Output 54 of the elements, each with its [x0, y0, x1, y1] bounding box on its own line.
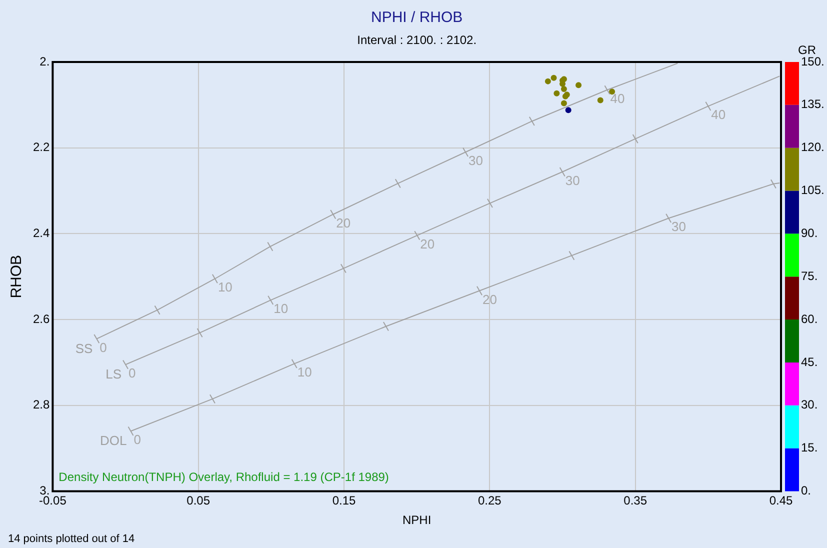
annotation: 10 [297, 364, 312, 380]
annotation: Density Neutron(TNPH) Overlay, Rhofluid = 1.19 (CP-1f 1989) [58, 470, 389, 484]
point [597, 97, 604, 104]
y-tick-label: 2.2 [32, 140, 50, 154]
color-bar-label: 15. [801, 440, 818, 455]
annotation: 20 [336, 215, 351, 230]
annotation: 10 [218, 280, 232, 295]
y-tick-label: 2.6 [32, 312, 50, 326]
x-axis-title: NPHI [402, 513, 432, 528]
annotation: 10 [274, 301, 288, 316]
annotation: 30 [565, 172, 580, 188]
series-label: SS [75, 340, 93, 356]
color-bar-label: 90. [801, 226, 818, 240]
annotation: 40 [711, 107, 726, 122]
x-tick-label: -0.05 [39, 494, 67, 508]
x-tick-label: 0.25 [478, 494, 502, 508]
color-bar-label: 75. [801, 268, 818, 283]
text: 14 points plotted out of 14 [8, 533, 135, 545]
series-label: DOL [100, 433, 127, 448]
point [560, 86, 567, 92]
point [560, 100, 567, 106]
color-bar-label: 30. [801, 398, 818, 412]
point [544, 78, 551, 84]
annotation: 30 [672, 219, 686, 234]
y-tick-label: 2. [40, 54, 50, 68]
color-bar-label: 105. [801, 183, 824, 198]
y-tick-label: 2.8 [32, 398, 50, 412]
color-bar-label: 60. [801, 312, 818, 326]
point [550, 74, 557, 81]
chart-subtitle: Interval : 2100. : 2102. [357, 33, 477, 47]
annotation: 30 [468, 153, 483, 168]
x-tick-label: 0.45 [769, 494, 793, 508]
color-bar-label: 150. [801, 54, 824, 68]
color-bar-label: 135. [801, 97, 824, 112]
point [576, 82, 582, 88]
series-label: LS [106, 366, 122, 382]
annotation: 20 [420, 236, 435, 252]
chart-title: NPHI / RHOB [370, 9, 463, 26]
color-bar-label: 45. [801, 354, 818, 369]
annotation: 0 [134, 432, 141, 448]
annotation: 0 [128, 366, 136, 381]
annotation: 0 [100, 340, 107, 355]
color-bar-label: 0. [801, 484, 812, 498]
x-tick-label: 0.15 [332, 494, 356, 508]
annotation: 40 [610, 90, 625, 106]
x-tick-label: 0.35 [624, 494, 648, 508]
point [554, 90, 560, 96]
point [565, 107, 572, 114]
y-tick-label: 2.4 [32, 226, 50, 240]
y-axis-title: RHOB [8, 254, 26, 298]
color-bar-title: GR [798, 43, 816, 57]
x-tick-label: 0.05 [186, 494, 210, 508]
annotation: 20 [482, 292, 497, 307]
color-bar-label: 120. [801, 140, 824, 154]
